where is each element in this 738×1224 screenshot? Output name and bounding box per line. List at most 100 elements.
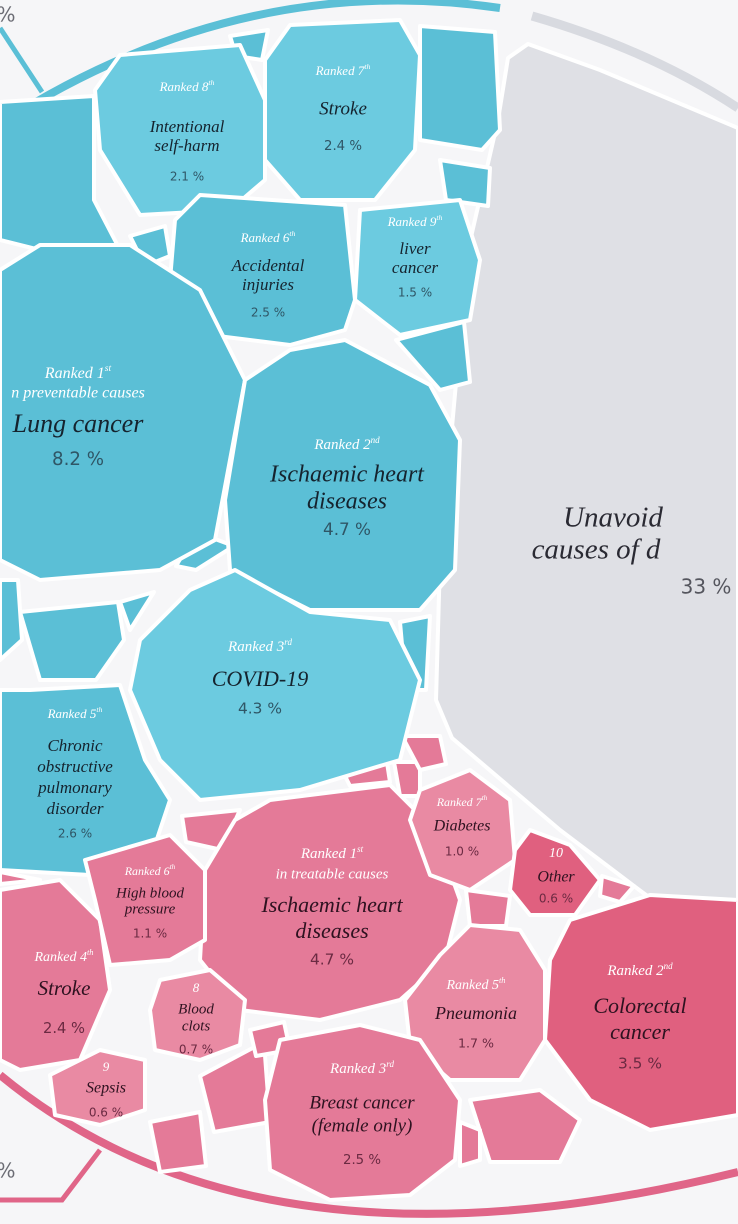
rank-label: Ranked 6th: [240, 229, 296, 245]
cell: [0, 878, 112, 1072]
cause-share: 2.4 %: [324, 139, 362, 154]
cause-name: Accidental: [231, 256, 305, 275]
rank-suffix: rd: [386, 1059, 394, 1069]
rank-text: Ranked 7: [436, 795, 483, 809]
rank-label: Ranked 2nd: [313, 435, 380, 453]
rank-label: Ranked 4th: [34, 948, 94, 965]
cause-name: clots: [182, 1018, 210, 1034]
cause-name: Pneumonia: [434, 1003, 517, 1023]
cell: [438, 158, 492, 208]
cause-name: Stroke: [319, 98, 367, 119]
leader-line: [0, 1148, 102, 1203]
cause-share: 2.5 %: [251, 306, 285, 320]
rank-text: Ranked 7: [315, 63, 365, 78]
rank-suffix: nd: [371, 435, 381, 445]
outer-arc: [0, 1071, 738, 1218]
cell: [418, 24, 502, 152]
cause-name: cancer: [392, 258, 439, 277]
cause-share: 1.7 %: [458, 1036, 494, 1051]
cause-name: Colorectal: [593, 993, 686, 1018]
rank-suffix: th: [289, 229, 295, 238]
unavoidable-name: Unavoid: [563, 502, 663, 534]
cause-name: Other: [537, 869, 575, 886]
rank-label: Ranked 7th: [315, 62, 371, 78]
rank-text: Ranked 6: [124, 864, 170, 878]
cell: [0, 870, 42, 886]
rank-text: Ranked 5: [47, 706, 97, 721]
rank-suffix: th: [364, 62, 370, 71]
cause-share: 1.0 %: [445, 845, 479, 859]
cell: [263, 18, 422, 202]
cause-share: 0.7 %: [179, 1043, 213, 1057]
rank-suffix: nd: [664, 961, 674, 971]
cell: [403, 923, 547, 1082]
cell: [168, 193, 357, 347]
rank-text: Ranked 3: [227, 639, 284, 655]
cause-name: Diabetes: [433, 818, 491, 835]
cell: [18, 600, 126, 682]
cause-share: 0.6 %: [89, 1106, 123, 1120]
rank-suffix: rd: [284, 637, 292, 647]
rank-suffix: th: [482, 794, 488, 802]
rank-note: n preventable causes: [11, 385, 145, 402]
cause-name: pressure: [124, 901, 176, 917]
rank-label: Ranked 8th: [159, 78, 215, 94]
cell: [458, 1120, 482, 1168]
cause-share: 4.3 %: [238, 700, 282, 718]
cause-name: High blood: [115, 885, 184, 901]
rank-text: Ranked 9: [387, 214, 437, 229]
cause-name: liver: [399, 239, 431, 258]
rank-suffix: st: [105, 363, 112, 374]
rank-label: Ranked 3rd: [227, 637, 292, 655]
cell: [464, 888, 512, 928]
rank-suffix: th: [208, 78, 214, 87]
rank-text: Ranked 8: [159, 79, 209, 94]
cause-name: obstructive: [37, 757, 113, 776]
cell: [0, 683, 172, 877]
cause-name: injuries: [242, 275, 294, 294]
cell: [0, 578, 24, 662]
rank-suffix: th: [499, 976, 506, 985]
cause-name: self-harm: [154, 136, 219, 155]
cause-share: 8.2 %: [52, 449, 104, 470]
leader-line: [0, 26, 45, 94]
edge-label: %: [0, 3, 16, 27]
rank-text: Ranked 6: [240, 230, 290, 245]
rank-label: 8: [193, 980, 200, 995]
rank-label: Ranked 1st: [44, 363, 112, 381]
cause-name: (female only): [312, 1115, 413, 1136]
rank-text: Ranked 3: [329, 1061, 386, 1077]
rank-text: 9: [103, 1059, 110, 1074]
rank-label: Ranked 7th: [436, 794, 488, 809]
cause-name: Lung cancer: [12, 409, 145, 438]
cause-name: diseases: [307, 489, 387, 515]
treatable-labels: Ranked 1st in treatable causes Ischaemic h…: [34, 794, 687, 1168]
rank-label: Ranked 6th: [124, 863, 176, 878]
cause-name: cancer: [610, 1019, 670, 1044]
cause-share: 2.4 %: [43, 1020, 85, 1037]
rank-text: Ranked 4: [34, 950, 87, 965]
cause-name: Blood: [178, 1001, 214, 1017]
cell: [148, 1110, 208, 1174]
rank-label: 10: [549, 846, 563, 861]
cause-share: 0.6 %: [539, 892, 573, 906]
rank-label: Ranked 9th: [387, 213, 443, 229]
unavoidable-name: causes of d: [532, 534, 661, 566]
cause-name: Intentional: [149, 117, 225, 136]
rank-text: Ranked 1: [300, 846, 357, 862]
outer-arc: [0, 0, 501, 128]
rank-text: Ranked 1: [44, 365, 105, 382]
rank-text: Ranked 2: [606, 963, 664, 979]
cause-share: 2.5 %: [343, 1153, 381, 1168]
rank-label: Ranked 3rd: [329, 1059, 394, 1077]
cause-name: diseases: [295, 918, 368, 943]
cell: [468, 1088, 582, 1164]
edge-label: %: [0, 1159, 16, 1183]
cell: [598, 874, 636, 904]
rank-text: Ranked 5: [446, 978, 499, 993]
cause-name: Breast cancer: [309, 1092, 415, 1113]
rank-label: Ranked 5th: [446, 976, 506, 993]
